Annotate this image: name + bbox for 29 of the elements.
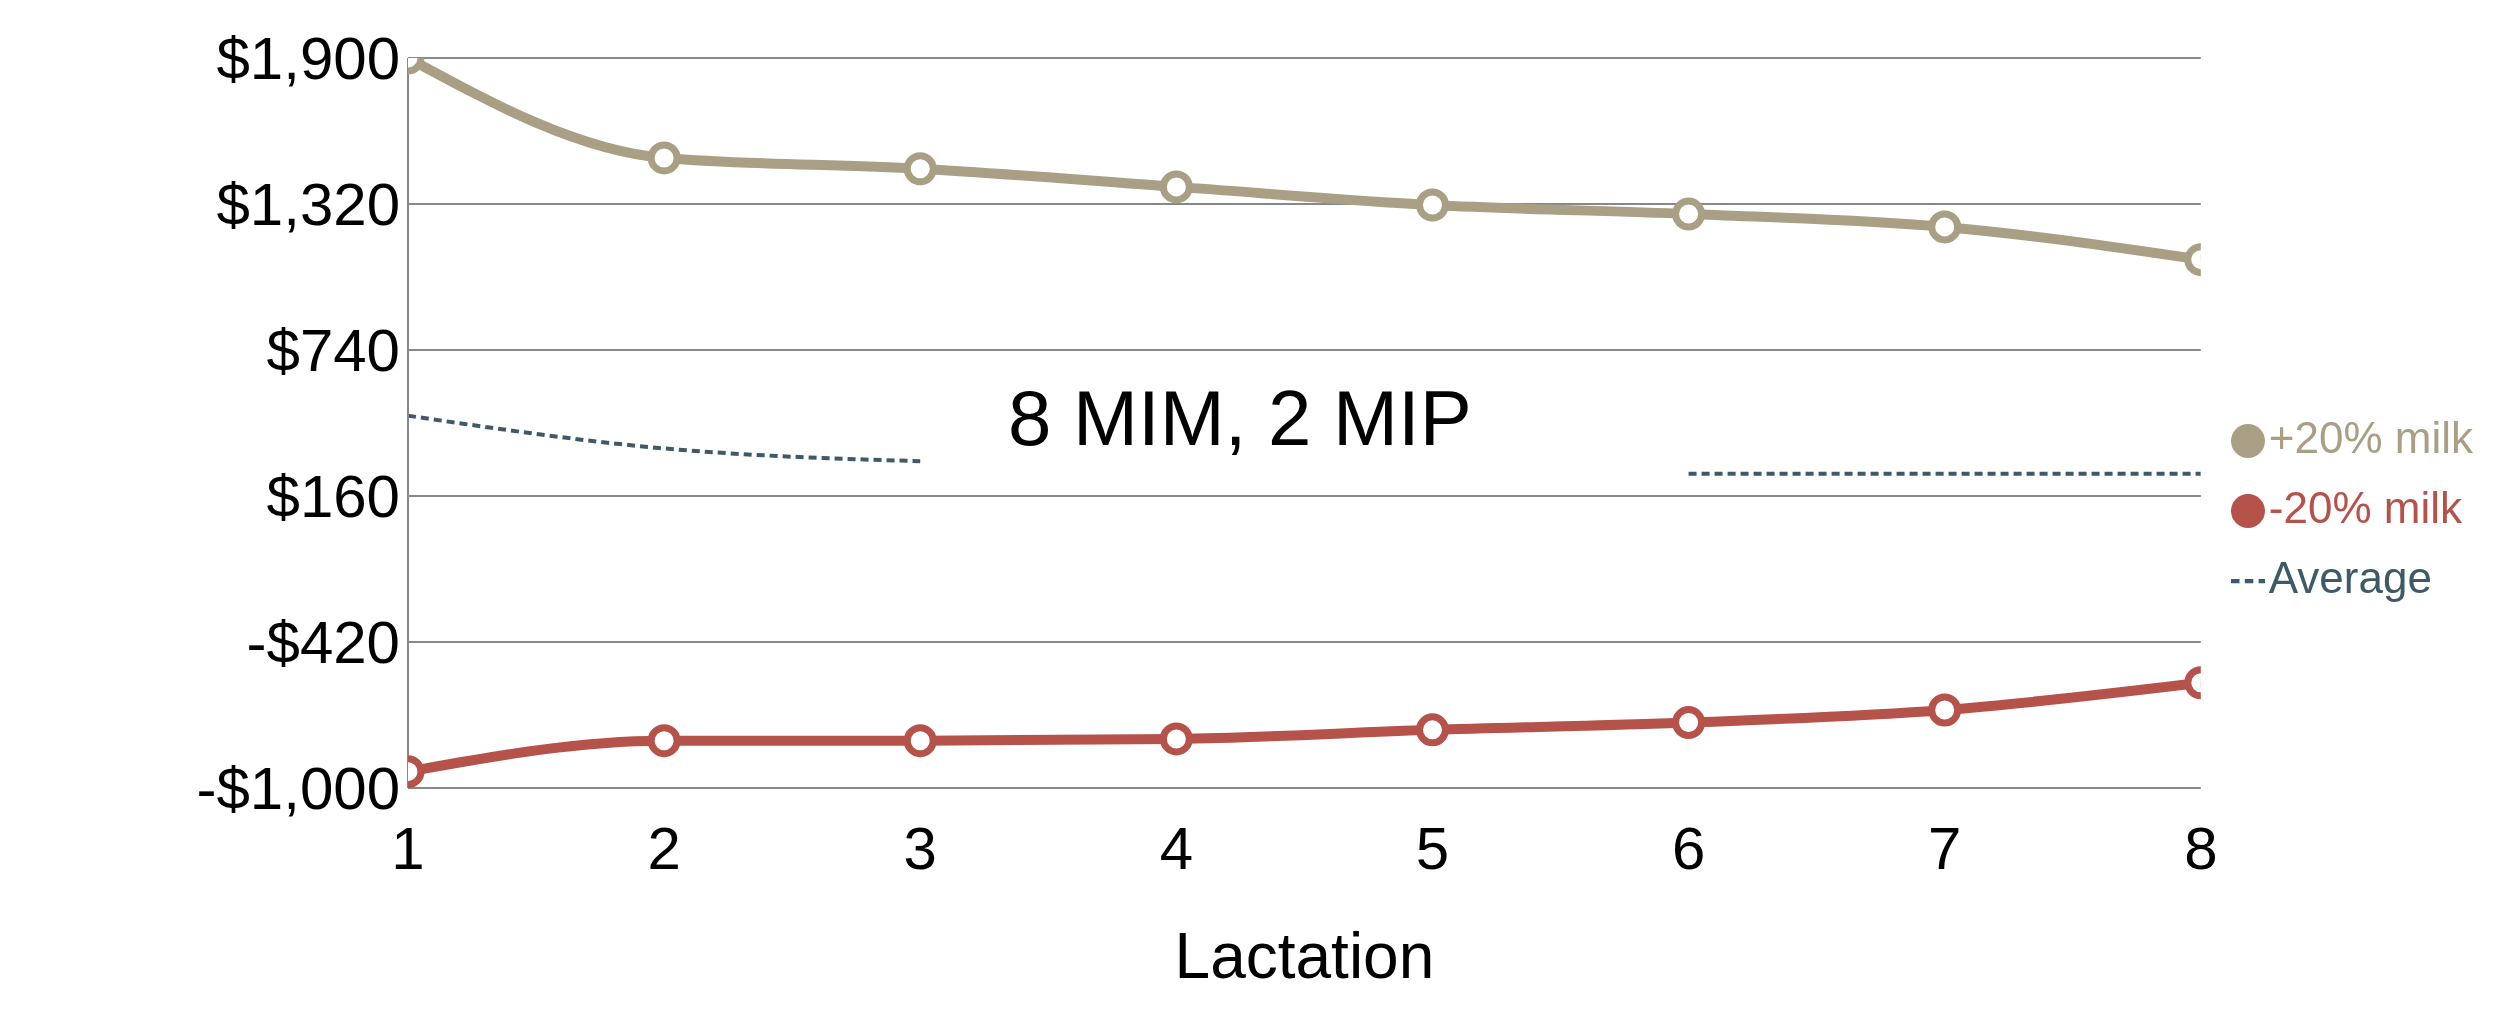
y-tick-label: $1,320 — [216, 171, 400, 239]
y-tick-label: $740 — [266, 317, 400, 385]
x-tick-label: 7 — [1928, 814, 1962, 882]
legend-label: Average — [2268, 553, 2432, 602]
point — [1928, 693, 1962, 727]
point — [1672, 706, 1706, 740]
x-tick-label: 2 — [647, 814, 681, 882]
x-tick-label: 6 — [1671, 814, 1706, 882]
x-tick-label: 8 — [2184, 814, 2218, 882]
annotation: 8 MIM, 2 MIP — [988, 373, 1492, 464]
point — [903, 152, 937, 186]
y-tick-label: -$420 — [246, 609, 400, 677]
point — [1415, 188, 1449, 222]
legend-label: -20% milk — [2268, 483, 2462, 532]
point — [1159, 722, 1193, 756]
y-tick-label: $160 — [266, 463, 400, 531]
point — [1415, 713, 1449, 747]
x-tick-label: 5 — [1415, 814, 1450, 882]
point — [1928, 210, 1962, 244]
x-tick-label: 4 — [1159, 814, 1194, 882]
point — [903, 724, 937, 758]
x-axis-title: Lactation — [1174, 920, 1435, 992]
point — [647, 724, 681, 758]
x-tick-label: 3 — [903, 814, 937, 882]
point — [1159, 170, 1193, 204]
legend-label: +20% milk — [2268, 413, 2473, 462]
point — [1672, 197, 1706, 231]
y-tick-label: $1,900 — [216, 25, 400, 93]
point — [647, 141, 681, 175]
